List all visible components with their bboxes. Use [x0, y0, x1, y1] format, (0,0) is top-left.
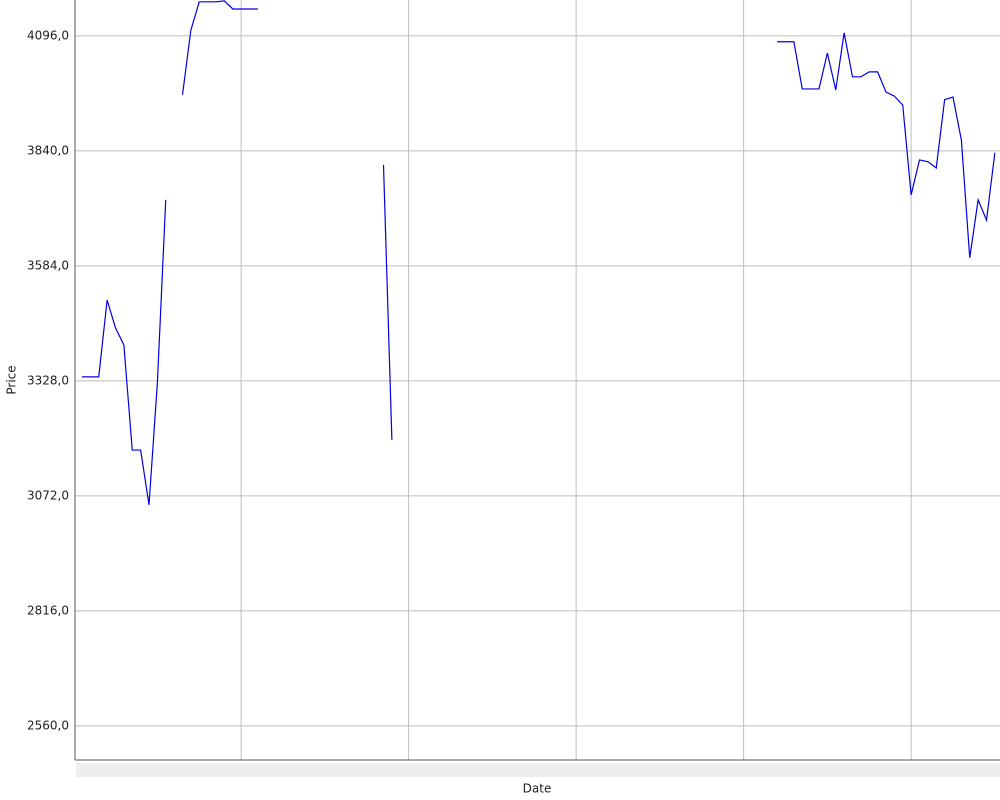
- x-tick-labels-unreadable: [76, 763, 1000, 777]
- price-line: [82, 0, 996, 505]
- y-tick-label: 3328,0: [27, 373, 69, 387]
- y-axis-title: Price: [5, 365, 19, 394]
- y-tick-label: 2816,0: [27, 603, 69, 617]
- y-tick-label: 4096,0: [27, 28, 69, 42]
- y-tick-label: 3584,0: [27, 258, 69, 272]
- y-tick-label: 3072,0: [27, 488, 69, 502]
- y-tick-label: 3840,0: [27, 143, 69, 157]
- x-axis-title: Date: [523, 782, 552, 796]
- y-tick-label: 2560,0: [27, 718, 69, 732]
